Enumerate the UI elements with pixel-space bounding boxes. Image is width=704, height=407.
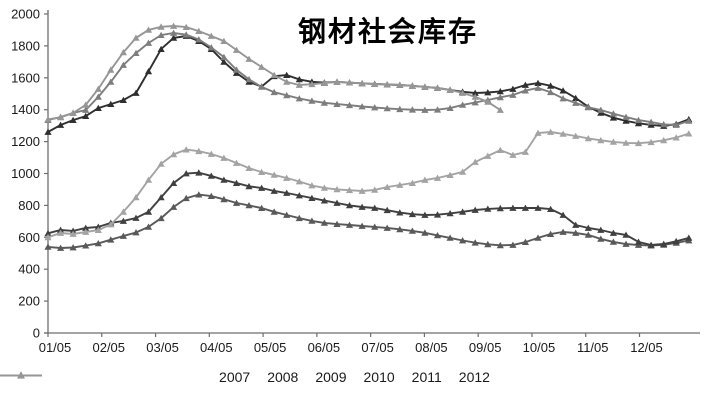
plot-area: 0 200 400 600 800 1000 1200 1400 1600 1800 2000 01/… <box>11 7 700 355</box>
y-tick-label: 0 <box>33 326 40 341</box>
x-tick-label: 11/05 <box>577 340 609 355</box>
chart-title: 钢材社会库存 <box>297 17 479 48</box>
y-tick-label: 600 <box>18 230 40 245</box>
y-tick-label: 800 <box>18 198 40 213</box>
legend-label: 2009 <box>315 369 347 385</box>
legend-item-2010: 2010 <box>0 369 395 385</box>
y-tick-label: 2000 <box>11 7 40 22</box>
series-2012-markers <box>44 22 504 123</box>
x-tick-label: 12/05 <box>630 340 663 355</box>
legend-item-2009: 2009 <box>0 369 347 385</box>
y-tick-label: 200 <box>18 294 40 309</box>
series-2007-markers <box>44 191 693 251</box>
legend-label: 2012 <box>458 369 490 385</box>
y-tick-label: 400 <box>18 262 40 277</box>
x-tick-label: 07/05 <box>361 340 394 355</box>
legend-label: 2010 <box>363 369 395 385</box>
series-2008-markers <box>44 169 693 248</box>
y-tick-label: 1200 <box>11 134 40 149</box>
legend-line-triangle-icon <box>0 371 42 379</box>
series-2011-markers <box>44 29 693 128</box>
legend-item-2007: 2007 <box>0 369 251 385</box>
x-tick-label: 08/05 <box>415 340 448 355</box>
x-tick-label: 06/05 <box>308 340 341 355</box>
y-tick-label: 1600 <box>11 70 40 85</box>
x-tick-label: 01/05 <box>39 340 72 355</box>
y-tick-label: 1800 <box>11 38 40 53</box>
y-tick-label: 1000 <box>11 166 40 181</box>
x-tick-label: 03/05 <box>146 340 179 355</box>
legend-item-2011: 2011 <box>0 369 442 385</box>
y-tick-label: 1400 <box>11 102 40 117</box>
legend-label: 2008 <box>267 369 299 385</box>
series-2009-markers <box>44 128 693 241</box>
x-tick-label: 09/05 <box>469 340 502 355</box>
x-tick-label: 04/05 <box>200 340 233 355</box>
x-tick-label: 02/05 <box>92 340 125 355</box>
legend-item-2008: 2008 <box>0 369 299 385</box>
series-2011-line <box>47 32 690 126</box>
series-2008-line <box>47 171 690 246</box>
legend-item-2012: 2012 <box>0 369 490 385</box>
legend-label: 2011 <box>411 369 442 385</box>
legend: 2007 2008 2009 2010 2011 2012 <box>0 369 704 385</box>
series-2009-line <box>47 131 690 239</box>
legend-label: 2007 <box>219 369 251 385</box>
x-tick-label: 05/05 <box>254 340 287 355</box>
x-tick-label: 10/05 <box>523 340 556 355</box>
series-2007-line <box>47 193 689 249</box>
